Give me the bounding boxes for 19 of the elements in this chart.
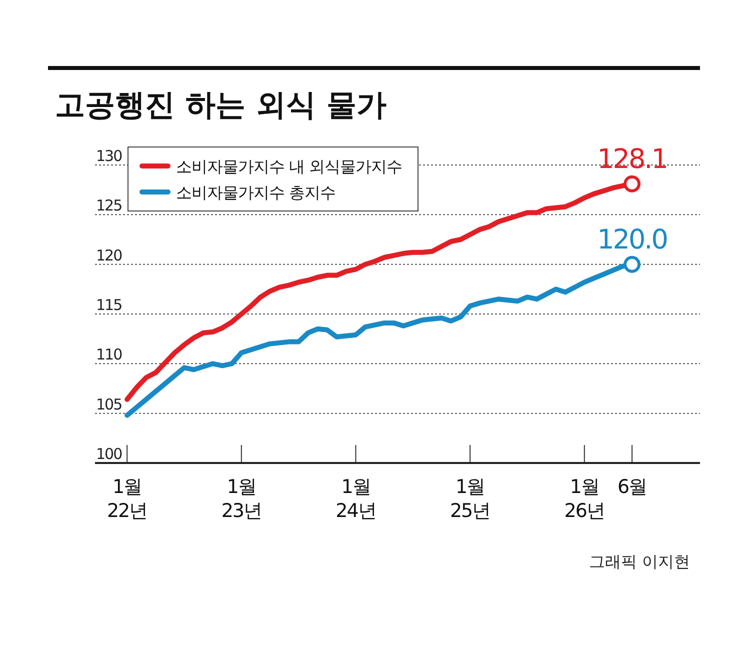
text: 그래픽 이지현 — [588, 552, 690, 571]
y-tick-label: 110 — [96, 346, 122, 364]
y-tick-label: 115 — [96, 296, 122, 314]
legend-label: 소비자물가지수 내 외식물가지수 — [176, 157, 402, 176]
x-tick-label: 6월 — [617, 476, 647, 498]
y-tick-label: 105 — [96, 395, 122, 414]
legend-label: 소비자물가지수 총지수 — [176, 183, 336, 202]
data-label: 120.0 — [597, 224, 668, 256]
y-tick-label: 120 — [96, 246, 122, 264]
y-tick-label: 125 — [96, 196, 122, 215]
y-tick-label: 100 — [96, 445, 122, 463]
x-tick-label: 1월 22년 — [106, 476, 148, 522]
x-tick-label: 1월 25년 — [450, 476, 490, 522]
x-tick-label: 1월 26년 — [564, 476, 604, 522]
y-tick-label: 130 — [96, 147, 122, 165]
data-label: 128.1 — [597, 144, 667, 175]
x-tick-label: 1월 24년 — [336, 476, 376, 522]
title: 고공행진 하는 외식 물가 — [55, 88, 386, 123]
x-tick-label: 1월 23년 — [221, 476, 262, 522]
